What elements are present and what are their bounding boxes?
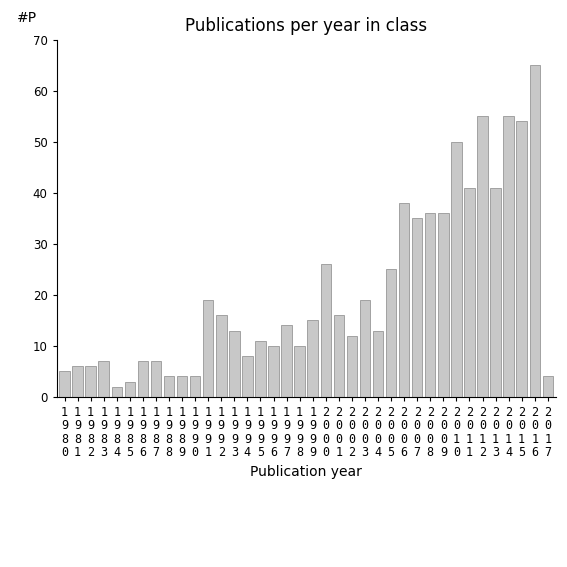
Bar (216, 315, 226, 397)
Bar (229, 331, 240, 397)
Bar (138, 361, 148, 397)
Bar (399, 203, 409, 397)
Bar (517, 121, 527, 397)
Bar (281, 325, 292, 397)
Bar (190, 376, 200, 397)
Bar (203, 300, 213, 397)
Bar (112, 387, 122, 397)
Bar (255, 341, 266, 397)
Bar (464, 188, 475, 397)
Bar (386, 269, 396, 397)
Bar (543, 376, 553, 397)
Bar (373, 331, 383, 397)
Bar (412, 218, 422, 397)
X-axis label: Publication year: Publication year (250, 465, 362, 479)
Bar (99, 361, 109, 397)
Bar (177, 376, 187, 397)
Bar (151, 361, 161, 397)
Bar (503, 116, 514, 397)
Bar (60, 371, 70, 397)
Bar (307, 320, 318, 397)
Bar (451, 142, 462, 397)
Bar (359, 300, 370, 397)
Bar (346, 336, 357, 397)
Bar (86, 366, 96, 397)
Bar (242, 356, 253, 397)
Bar (125, 382, 135, 397)
Bar (164, 376, 174, 397)
Bar (268, 346, 279, 397)
Bar (477, 116, 488, 397)
Title: Publications per year in class: Publications per year in class (185, 18, 428, 35)
Bar (333, 315, 344, 397)
Bar (530, 65, 540, 397)
Bar (425, 213, 435, 397)
Bar (490, 188, 501, 397)
Y-axis label: #P: #P (16, 11, 37, 26)
Bar (294, 346, 305, 397)
Bar (73, 366, 83, 397)
Bar (320, 264, 331, 397)
Bar (438, 213, 448, 397)
